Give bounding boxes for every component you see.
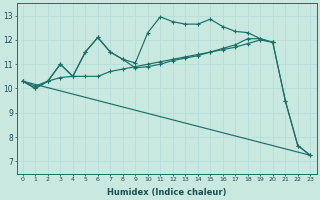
X-axis label: Humidex (Indice chaleur): Humidex (Indice chaleur) bbox=[107, 188, 226, 197]
